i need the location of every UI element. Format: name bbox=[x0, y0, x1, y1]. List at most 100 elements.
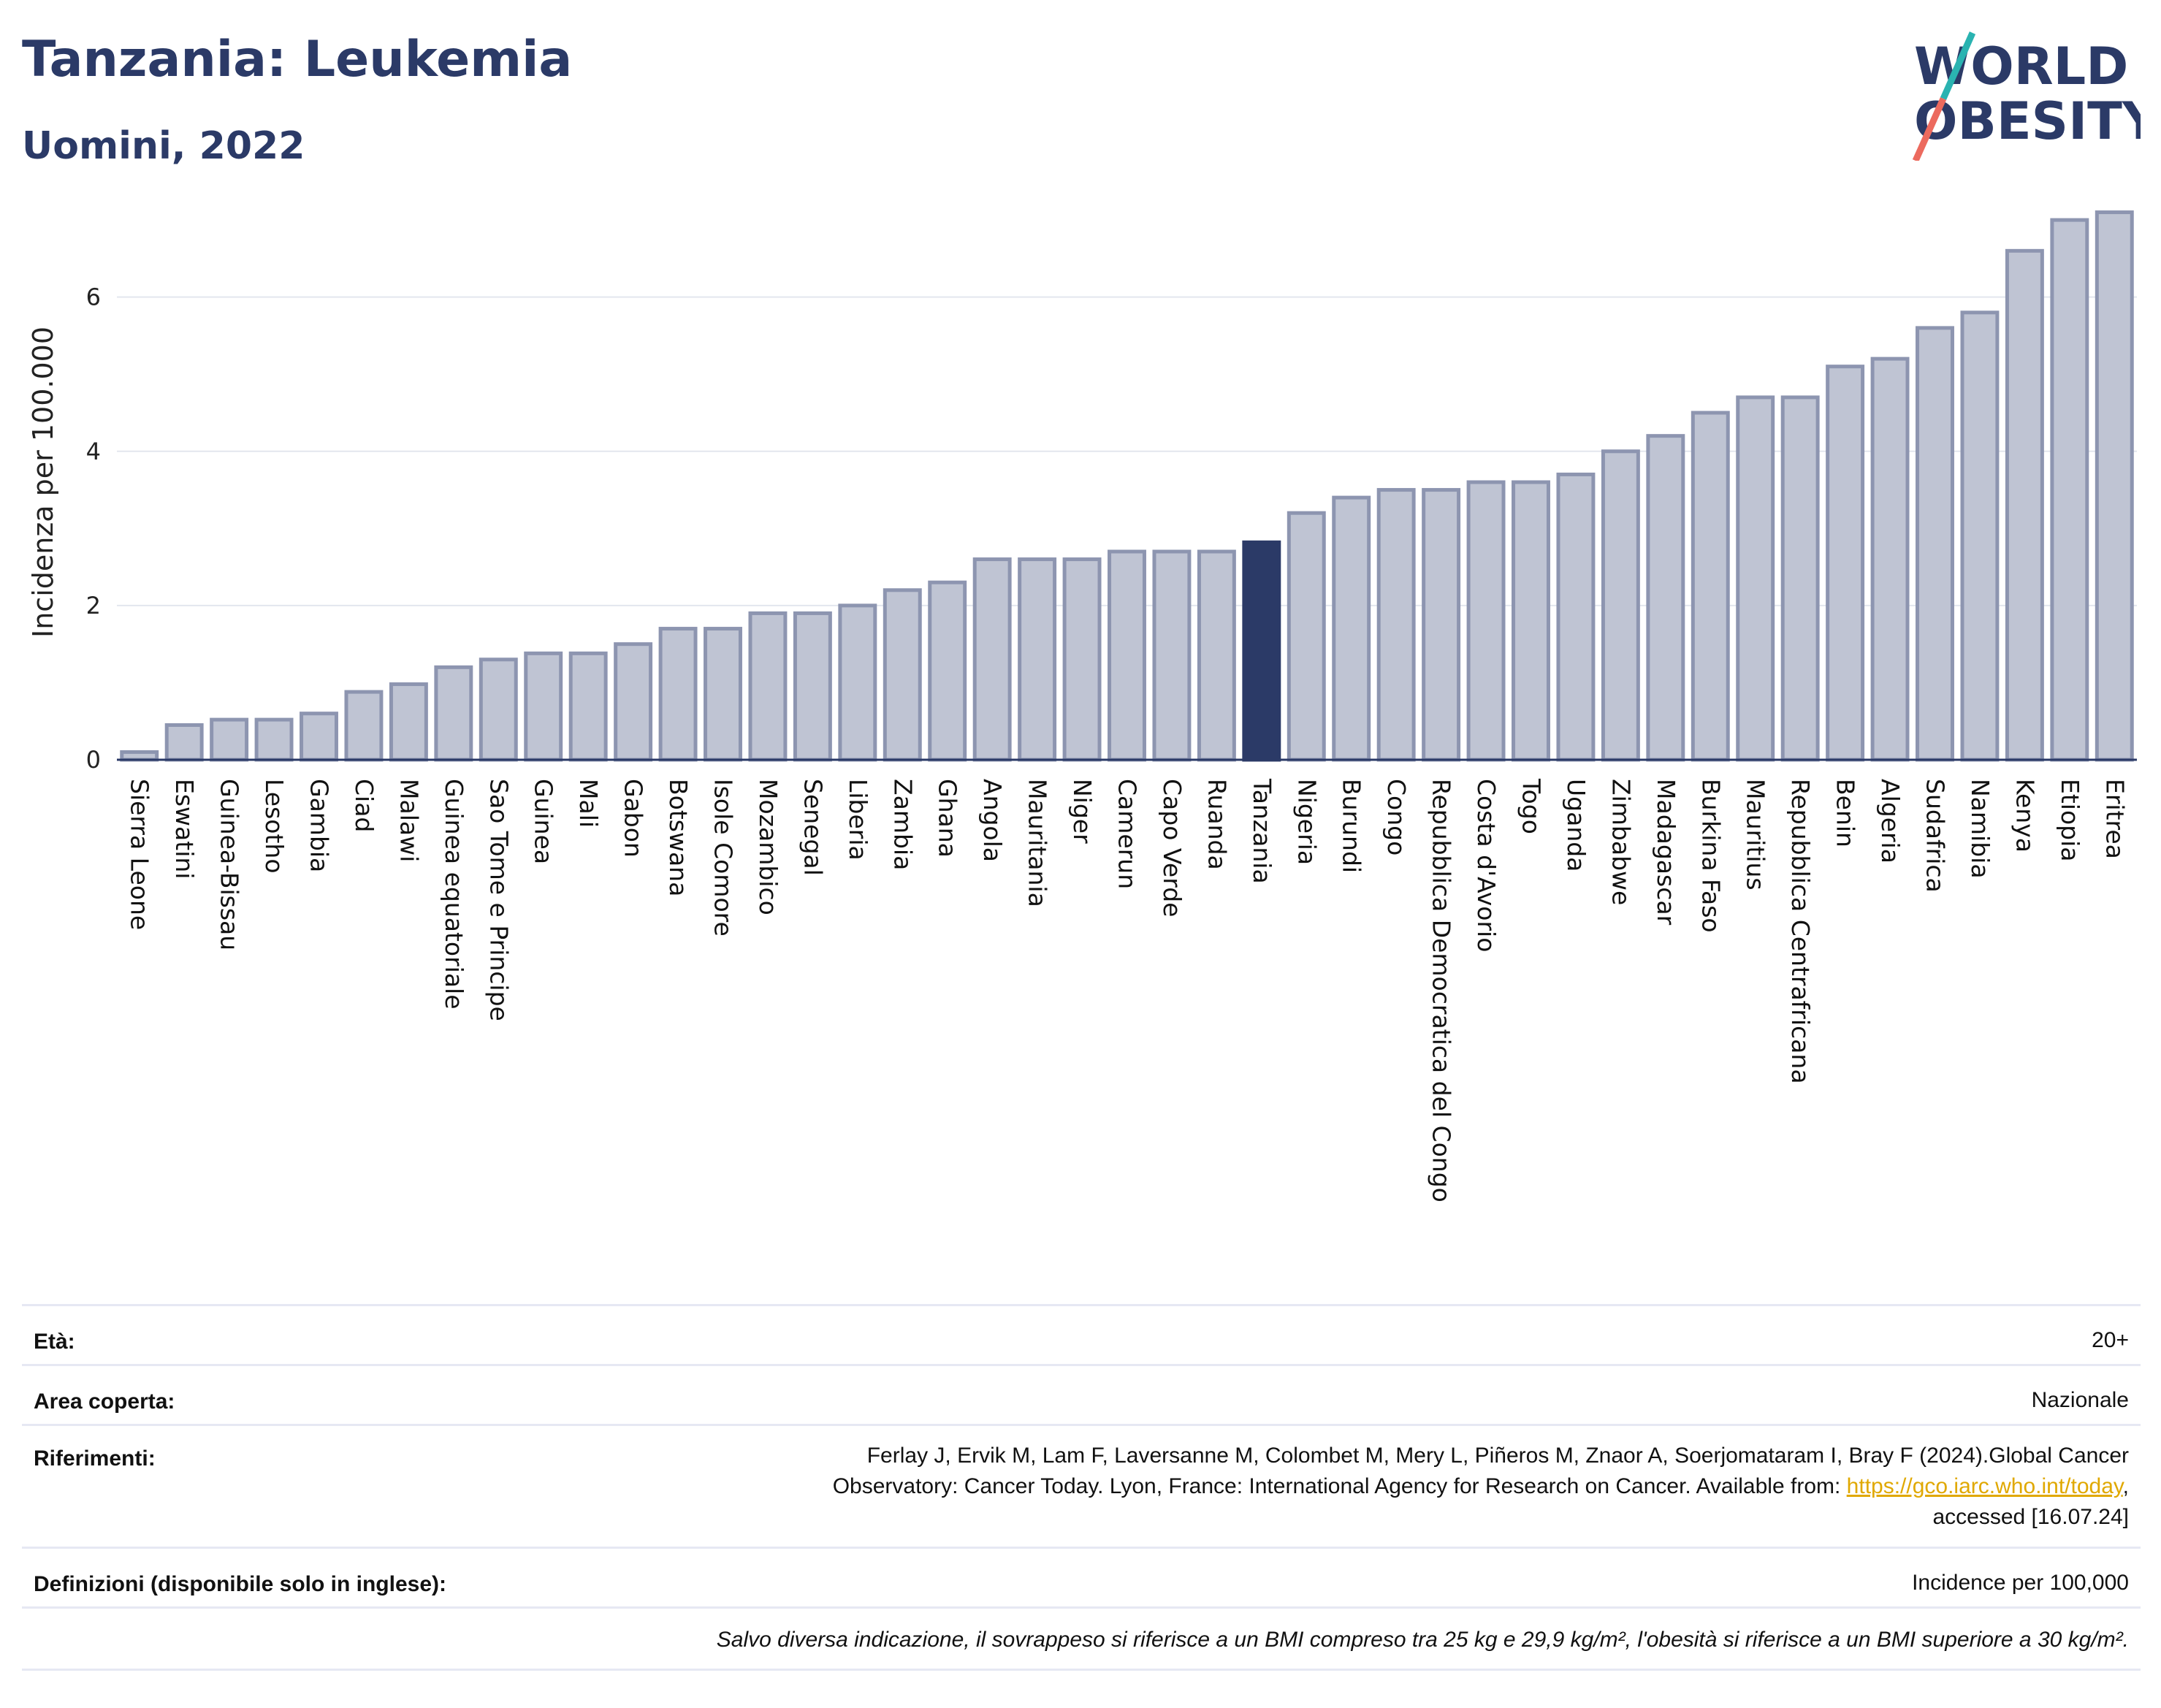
x-tick-label: Mali bbox=[574, 779, 603, 828]
x-tick-label: Camerun bbox=[1113, 779, 1142, 889]
definitions-value: Incidence per 100,000 bbox=[1912, 1571, 2129, 1595]
meta-row-references: Riferimenti: Ferlay J, Ervik M, Lam F, L… bbox=[22, 1424, 2141, 1549]
x-tick-label: Zambia bbox=[888, 779, 917, 870]
references-line-1: Ferlay J, Ervik M, Lam F, Laversanne M, … bbox=[866, 1444, 2129, 1468]
logo-slash-red bbox=[1912, 97, 1947, 161]
x-tick-label: Burkina Faso bbox=[1696, 779, 1725, 933]
x-tick-label: Madagascar bbox=[1652, 779, 1680, 926]
bar bbox=[883, 588, 922, 762]
bar bbox=[1870, 357, 1910, 762]
bar bbox=[1466, 480, 1506, 762]
bar bbox=[1197, 549, 1236, 762]
references-line-3: accessed [16.07.24] bbox=[1932, 1505, 2129, 1529]
x-tick-label: Uganda bbox=[1562, 779, 1590, 872]
meta-row-definitions: Definizioni (disponibile solo in inglese… bbox=[22, 1547, 2141, 1609]
definitions-label: Definizioni (disponibile solo in inglese… bbox=[34, 1572, 447, 1596]
page-title: Tanzania: Leukemia bbox=[22, 31, 573, 88]
bar bbox=[838, 603, 877, 762]
x-tick-label: Mozambico bbox=[754, 779, 782, 915]
bar bbox=[210, 717, 249, 762]
bar bbox=[1556, 472, 1596, 762]
x-tick-label: Lesotho bbox=[260, 779, 289, 874]
bar bbox=[1376, 488, 1416, 762]
x-tick-label: Eritrea bbox=[2100, 779, 2129, 859]
y-tick-label: 4 bbox=[86, 438, 101, 465]
y-tick-label: 2 bbox=[86, 592, 101, 619]
bar bbox=[479, 657, 518, 762]
y-axis-label: Incidenza per 100.000 bbox=[27, 327, 59, 638]
eta-value: 20+ bbox=[2092, 1328, 2129, 1352]
x-tick-label: Angola bbox=[978, 779, 1007, 862]
x-tick-label: Ruanda bbox=[1203, 779, 1231, 870]
x-tick-label: Congo bbox=[1382, 779, 1411, 855]
bar bbox=[1152, 549, 1192, 762]
bar bbox=[1287, 511, 1326, 762]
area-label: Area coperta: bbox=[34, 1389, 175, 1414]
x-tick-label: Tanzania bbox=[1248, 778, 1276, 884]
references-line-2: Observatory: Cancer Today. Lyon, France:… bbox=[832, 1474, 2129, 1498]
bar bbox=[1242, 540, 1281, 762]
bar bbox=[434, 665, 473, 762]
x-tick-label: Burundi bbox=[1338, 779, 1366, 873]
bar bbox=[2095, 210, 2134, 762]
x-tick-label: Benin bbox=[1832, 779, 1860, 847]
meta-row-area: Area coperta: Nazionale bbox=[22, 1364, 2141, 1426]
x-tick-label: Etiopia bbox=[2056, 779, 2084, 862]
logo-slash-teal bbox=[1940, 31, 1976, 100]
y-tick-label: 6 bbox=[86, 283, 101, 311]
bar bbox=[164, 723, 204, 762]
bar bbox=[1646, 434, 1685, 762]
bar bbox=[2050, 218, 2089, 762]
x-tick-label: Sierra Leone bbox=[126, 779, 154, 930]
x-tick-label: Zimbabwe bbox=[1607, 779, 1635, 905]
meta-row-eta: Età: 20+ bbox=[22, 1304, 2141, 1366]
x-tick-label: Sudafrica bbox=[1921, 779, 1950, 893]
x-tick-label: Malawi bbox=[395, 779, 423, 862]
bar bbox=[344, 690, 384, 762]
bar bbox=[1601, 449, 1640, 762]
x-tick-label: Niger bbox=[1068, 779, 1097, 844]
eta-label: Età: bbox=[34, 1330, 75, 1354]
bar bbox=[1960, 310, 2000, 762]
bar bbox=[1736, 395, 1775, 762]
x-tick-label: Costa d'Avorio bbox=[1472, 779, 1501, 952]
x-tick-label: Kenya bbox=[2011, 779, 2039, 853]
bar bbox=[524, 651, 563, 762]
x-tick-label: Namibia bbox=[1966, 779, 1994, 879]
x-tick-label: Algeria bbox=[1876, 779, 1905, 863]
x-tick-label: Togo bbox=[1517, 778, 1546, 834]
x-tick-label: Capo Verde bbox=[1158, 779, 1186, 917]
bar bbox=[1826, 365, 1865, 762]
world-obesity-logo: WORLD OBESITY bbox=[1912, 31, 2141, 161]
x-tick-label: Gambia bbox=[305, 779, 334, 872]
bar bbox=[2005, 248, 2044, 762]
footnote: Salvo diversa indicazione, il sovrappeso… bbox=[716, 1628, 2129, 1652]
x-tick-label: Ciad bbox=[350, 779, 378, 832]
bar bbox=[1512, 480, 1550, 762]
bar-chart: 0 2 4 6 Incidenza per 100.000 Sierra Leone Esw… bbox=[27, 210, 2137, 1202]
bar bbox=[1332, 495, 1371, 762]
x-tick-label: Ghana bbox=[934, 779, 962, 858]
references-line-2-text: Observatory: Cancer Today. Lyon, France:… bbox=[832, 1474, 1841, 1498]
bar bbox=[300, 712, 338, 762]
area-value: Nazionale bbox=[2031, 1388, 2129, 1412]
bar bbox=[568, 651, 608, 762]
bar bbox=[1062, 557, 1102, 762]
bar bbox=[614, 642, 653, 762]
x-tick-label: Guinea bbox=[530, 779, 558, 864]
x-tick-label: Liberia bbox=[844, 779, 872, 861]
bar bbox=[1422, 488, 1461, 762]
bar bbox=[704, 627, 742, 762]
references-link[interactable]: https://gco.iarc.who.int/today bbox=[1846, 1474, 2123, 1498]
x-tick-label: Gabon bbox=[620, 779, 648, 858]
bar bbox=[1780, 395, 1820, 762]
meta-row-note: Salvo diversa indicazione, il sovrappeso… bbox=[22, 1606, 2141, 1671]
bar bbox=[793, 611, 832, 762]
y-tick-label: 0 bbox=[86, 746, 101, 774]
x-tick-label: Sao Tome e Principe bbox=[484, 779, 513, 1021]
x-tick-label: Guinea equatoriale bbox=[440, 779, 468, 1010]
bar bbox=[1691, 411, 1730, 762]
x-tick-label: Mauritania bbox=[1024, 779, 1052, 907]
bar bbox=[748, 611, 788, 762]
bar bbox=[389, 682, 428, 762]
